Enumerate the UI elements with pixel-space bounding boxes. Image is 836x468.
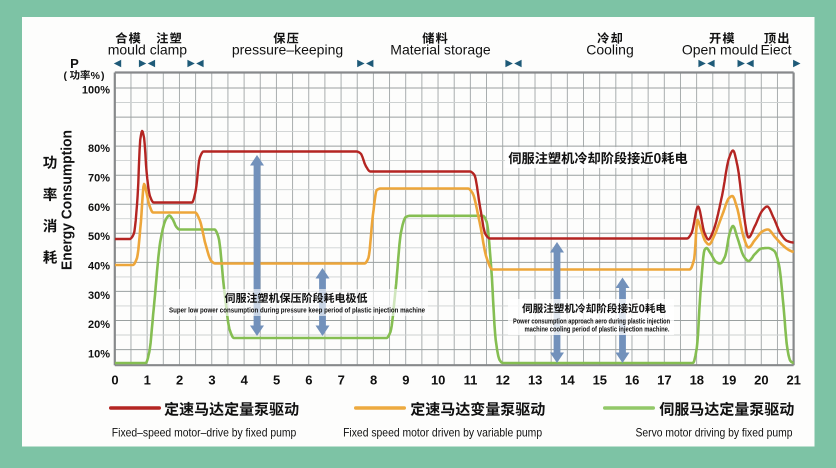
svg-text:10%: 10% [88,349,110,361]
svg-text:Material storage: Material storage [390,42,491,58]
svg-text:60%: 60% [88,202,110,214]
svg-text:Fixed speed motor driven by va: Fixed speed motor driven by variable pum… [343,426,542,440]
svg-text:8: 8 [370,373,377,388]
svg-text:100%: 100% [82,85,110,97]
svg-text:Open mould: Open mould [682,42,758,58]
svg-text:19: 19 [722,373,736,388]
svg-text:Super low power consumption du: Super low power consumption during press… [169,308,425,315]
svg-text:Energy Consumption: Energy Consumption [59,130,76,270]
svg-text:3: 3 [208,373,215,388]
svg-text:40%: 40% [88,261,110,273]
svg-text:Power consumption approach aer: Power consumption approach aero during p… [513,318,670,325]
svg-text:2: 2 [176,373,183,388]
svg-text:20: 20 [754,373,768,388]
svg-text:Eiect: Eiect [760,42,791,58]
svg-text:13: 13 [528,373,542,388]
svg-text:): ) [101,70,105,82]
svg-text:machine cooling period of plas: machine cooling period of plastic inject… [525,327,670,334]
svg-text:16: 16 [625,373,639,388]
svg-text:80%: 80% [88,143,110,155]
svg-text:30%: 30% [88,290,110,302]
svg-text:15: 15 [593,373,607,388]
svg-text:(: ( [64,70,68,82]
svg-text:50%: 50% [88,231,110,243]
svg-text:Fixed–speed motor–drive by fix: Fixed–speed motor–drive by fixed pump [112,426,297,440]
svg-text:P: P [70,56,79,71]
svg-text:4: 4 [241,373,249,388]
svg-text:0: 0 [111,373,118,388]
svg-text:70%: 70% [88,173,110,185]
svg-text:14: 14 [560,373,575,388]
svg-text:17: 17 [657,373,671,388]
svg-text:Cooling: Cooling [586,42,633,58]
svg-text:7: 7 [338,373,345,388]
svg-text:%: % [91,70,101,82]
svg-text:mould clamp: mould clamp [108,42,188,58]
svg-text:9: 9 [402,373,409,388]
svg-text:Servo motor driving by fixed p: Servo motor driving by fixed pump [636,426,793,440]
svg-text:10: 10 [431,373,445,388]
svg-text:11: 11 [464,373,478,388]
svg-text:pressure–keeping: pressure–keeping [232,42,343,58]
svg-text:12: 12 [496,373,510,388]
svg-text:18: 18 [690,373,704,388]
svg-text:1: 1 [144,373,151,388]
svg-text:20%: 20% [88,319,110,331]
svg-text:6: 6 [305,373,312,388]
svg-text:21: 21 [786,373,800,388]
svg-text:5: 5 [273,373,280,388]
